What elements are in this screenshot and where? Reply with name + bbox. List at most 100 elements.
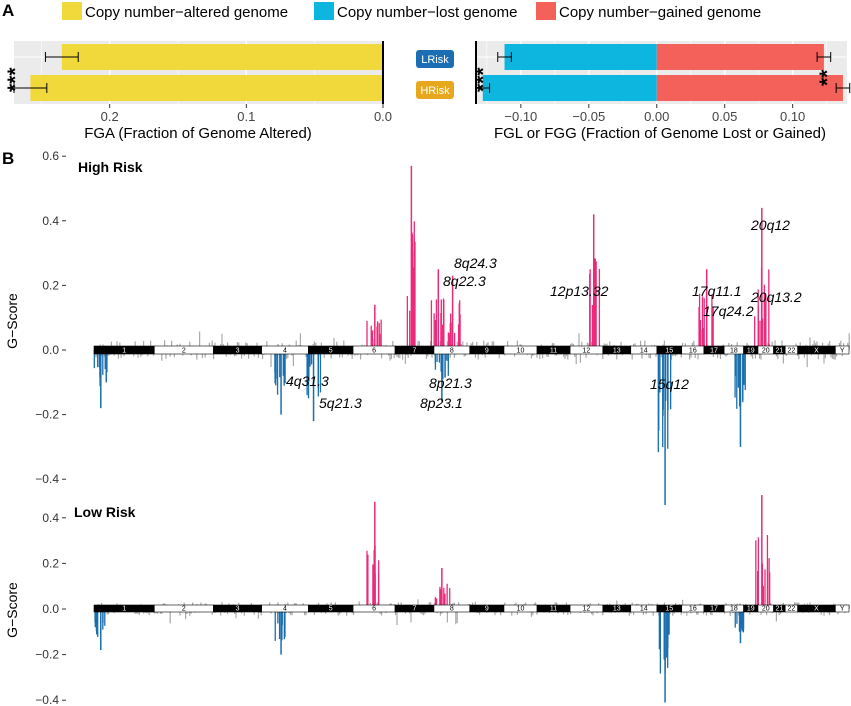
hrisk-badge-label: HRisk bbox=[420, 85, 450, 97]
high-gscore-bar-660 bbox=[446, 350, 448, 361]
high-gscore-bar-671 bbox=[670, 350, 672, 410]
fgl-bar-lost-lrisk bbox=[504, 44, 657, 70]
high-gscore-bar-338 bbox=[567, 350, 569, 360]
low-gscore-y-title: G−Score bbox=[4, 582, 20, 638]
low-gscore-bar-578 bbox=[104, 609, 106, 626]
low-chromosome-label-22: 22 bbox=[788, 606, 796, 613]
high-chromosome-label-5: 5 bbox=[329, 348, 333, 355]
low-gscore-bar-231 bbox=[417, 599, 419, 609]
high-chromosome-label-16: 16 bbox=[689, 348, 697, 355]
high-gscore-bar-541 bbox=[370, 325, 372, 350]
high-gscore-bar-318 bbox=[539, 350, 541, 359]
high-gscore-bar-511 bbox=[809, 337, 811, 350]
high-gscore-bar-212 bbox=[390, 350, 392, 360]
low-chromosome-label-10: 10 bbox=[517, 606, 525, 613]
high-gscore-bar-667 bbox=[662, 350, 664, 416]
high-gscore-bar-347 bbox=[579, 350, 581, 363]
low-chromosome-label-20: 20 bbox=[762, 606, 770, 613]
high-gscore-bar-599 bbox=[699, 319, 702, 350]
high-gscore-bar-621 bbox=[102, 350, 104, 375]
low-chromosome-label-8: 8 bbox=[450, 606, 454, 613]
low-chromosome-label-5: 5 bbox=[329, 606, 333, 613]
annotation-17q24-2: 17q24.2 bbox=[703, 303, 754, 319]
fgl-tick-label-1: −0.05 bbox=[572, 109, 605, 124]
high-ytick-label-5: −0.4 bbox=[35, 472, 59, 486]
annotation-8p23-1: 8p23.1 bbox=[420, 395, 463, 411]
low-gscore-bar-117 bbox=[257, 609, 259, 619]
high-gscore-bar-596 bbox=[702, 328, 704, 350]
high-gscore-bar-509 bbox=[806, 350, 808, 368]
fgl-tick-label-2: 0.00 bbox=[644, 109, 669, 124]
fgl-fgg-chart: *** ** −0.10 −0.05 0.00 0.05 0.10 FGL or FGG… bbox=[472, 41, 851, 142]
high-gscore-bar-562 bbox=[437, 269, 440, 350]
high-gscore-bar-632 bbox=[282, 350, 284, 376]
high-chromosome-label-X: X bbox=[814, 348, 819, 355]
high-gscore-bar-635 bbox=[275, 350, 277, 379]
annotation-4q31-3: 4q31.3 bbox=[286, 373, 329, 389]
high-chromosome-label-14: 14 bbox=[640, 348, 648, 355]
high-gscore-bar-425 bbox=[689, 350, 691, 360]
low-chromosome-label-12: 12 bbox=[583, 606, 591, 613]
high-gscore-bar-612 bbox=[765, 297, 767, 350]
low-gscore-bar-568 bbox=[764, 569, 766, 609]
low-chromosome-label-21: 21 bbox=[775, 606, 783, 613]
high-gscore-bar-75 bbox=[199, 331, 201, 350]
high-gscore-bar-678 bbox=[739, 350, 742, 406]
fgl-tick-label-4: 0.10 bbox=[780, 109, 805, 124]
high-gscore-bar-646 bbox=[307, 350, 310, 399]
low-chromosome-band: 1 2 3 4 5 6 7 8 9 10 11 12 13 14 15 16 17 18 19 20 21 22 X Y bbox=[93, 604, 850, 613]
fga-errorbars bbox=[13, 52, 79, 93]
high-chromosome-label-12: 12 bbox=[583, 348, 591, 355]
high-gscore-bar-517 bbox=[817, 350, 819, 360]
low-y-ticks: 0.4 0.2 0.0 −0.2 −0.4 bbox=[35, 511, 66, 706]
low-ytick-label-3: −0.2 bbox=[35, 648, 59, 662]
high-chromosome-label-17: 17 bbox=[710, 348, 718, 355]
low-chromosome-Y bbox=[835, 604, 850, 613]
high-gscore-bar-579 bbox=[453, 332, 456, 350]
low-gscore-bar-423 bbox=[686, 609, 688, 616]
high-gscore-bar-486 bbox=[774, 340, 776, 350]
low-gscore-bar-567 bbox=[762, 585, 765, 609]
low-chromosome-label-7: 7 bbox=[413, 606, 417, 613]
annotation-12p13-32: 12p13.32 bbox=[550, 283, 609, 299]
annotation-15q12: 15q12 bbox=[650, 376, 689, 392]
hrisk-badge bbox=[416, 81, 454, 99]
high-gscore-bar-184 bbox=[351, 350, 353, 359]
lrisk-badge bbox=[416, 50, 454, 68]
high-gscore-bar-591 bbox=[594, 258, 597, 350]
low-chromosome-label-11: 11 bbox=[550, 606, 557, 613]
high-gscore-bar-85 bbox=[213, 350, 215, 360]
low-gscore-bar-382 bbox=[628, 609, 630, 616]
high-ytick-label-0: 0.6 bbox=[42, 149, 59, 163]
high-chromosome-Y bbox=[835, 345, 850, 355]
fga-tick-label-0: 0.2 bbox=[101, 109, 119, 124]
low-gscore-bar-551 bbox=[441, 567, 443, 609]
low-gscore-bar-546 bbox=[367, 554, 369, 609]
group-badges: LRisk HRisk bbox=[416, 50, 454, 99]
high-chromosome-label-19: 19 bbox=[747, 348, 755, 355]
low-gscore-bar-600 bbox=[666, 609, 668, 658]
low-chromosome-label-18: 18 bbox=[730, 606, 738, 613]
low-gscore-bar-413 bbox=[672, 609, 674, 616]
high-gscore-bar-346 bbox=[578, 333, 580, 350]
high-gscore-bar-661 bbox=[664, 350, 666, 506]
high-gscore-bar-237 bbox=[425, 350, 427, 359]
fga-x-axis-title: FGA (Fraction of Genome Altered) bbox=[84, 125, 312, 142]
low-gscore-bar-54 bbox=[169, 609, 171, 624]
high-gscore-bar-144 bbox=[295, 340, 297, 350]
low-chromosome-label-14: 14 bbox=[640, 606, 648, 613]
high-gscore-bar-636 bbox=[274, 350, 276, 384]
low-gscore-bar-593 bbox=[274, 609, 276, 641]
legend: Copy number−altered genome Copy number−l… bbox=[62, 2, 761, 21]
high-gscore-bar-126 bbox=[270, 350, 272, 367]
high-gscore-bar-638 bbox=[276, 350, 279, 395]
high-gscore-bar-213 bbox=[392, 341, 394, 350]
low-gscore-bar-558 bbox=[444, 593, 446, 609]
high-chromosome-label-6: 6 bbox=[372, 348, 376, 355]
low-ytick-label-0: 0.4 bbox=[42, 511, 59, 525]
high-gscore-bar-583 bbox=[448, 333, 451, 350]
high-gscore-bar-569 bbox=[433, 313, 435, 350]
high-chromosome-label-11: 11 bbox=[550, 348, 557, 355]
high-gscore-bar-220 bbox=[402, 350, 404, 360]
